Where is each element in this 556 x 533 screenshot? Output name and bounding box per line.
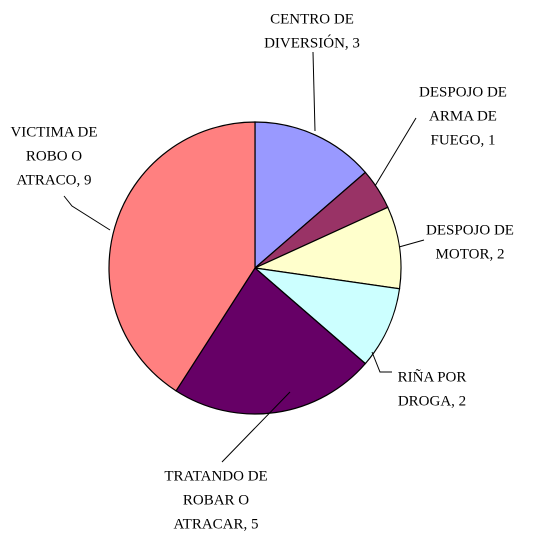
data-label: DROGA, 2 (398, 393, 466, 409)
pie-slice (253, 267, 401, 365)
data-label: MOTOR, 2 (436, 246, 505, 262)
data-label: DIVERSIÓN, 3 (264, 34, 360, 51)
leader-line (312, 51, 316, 132)
data-label: ROBAR O (183, 492, 249, 508)
leader-line (371, 351, 392, 373)
data-label: CENTRO DE (270, 11, 354, 27)
data-label: ROBO O (26, 148, 82, 164)
leader-line (63, 195, 111, 231)
leader-line (398, 239, 425, 248)
data-label: ATRACAR, 5 (173, 516, 258, 532)
data-label: RIÑA POR (398, 369, 467, 385)
data-label: TRATANDO DE (164, 468, 267, 484)
data-label: VICTIMA DE (10, 124, 97, 140)
pie-slice (175, 267, 367, 415)
leader-line (374, 117, 417, 187)
pie-slice (254, 121, 367, 270)
data-label: DESPOJO DE (419, 84, 507, 100)
leader-line (221, 391, 291, 463)
data-label: ATRACO, 9 (16, 172, 91, 188)
data-label: FUEGO, 1 (430, 132, 495, 148)
pie-slice (108, 121, 256, 392)
data-label: ARMA DE (429, 108, 497, 124)
data-label: DESPOJO DE (426, 222, 514, 238)
